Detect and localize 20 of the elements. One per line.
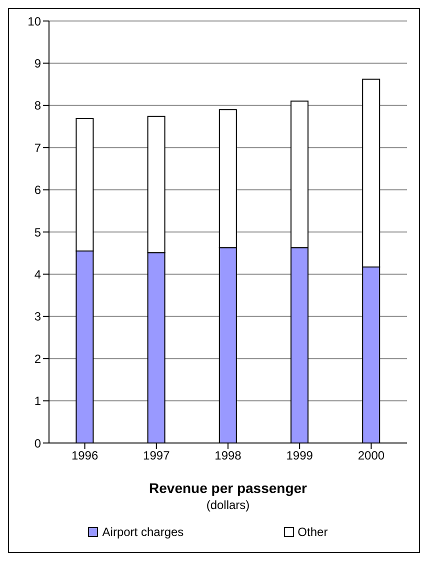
y-tick-label: 1 bbox=[34, 394, 42, 408]
x-tick-label: 1999 bbox=[286, 448, 314, 463]
text: (dollars) bbox=[206, 498, 250, 512]
y-tick-label: 8 bbox=[34, 98, 42, 113]
y-tick-label: 10 bbox=[28, 14, 42, 28]
x-tick-label: 1996 bbox=[71, 448, 98, 463]
x-tick-label: 1998 bbox=[214, 448, 242, 463]
y-tick-label: 5 bbox=[34, 225, 42, 240]
x-tick-label: 2000 bbox=[358, 448, 385, 463]
text: Revenue per passenger bbox=[149, 480, 308, 496]
y-tick-label: 6 bbox=[34, 183, 42, 198]
legend-label: Other bbox=[298, 525, 328, 539]
y-tick-label: 2 bbox=[34, 352, 42, 366]
legend-label: Airport charges bbox=[102, 525, 184, 539]
y-tick-label: 4 bbox=[34, 267, 42, 282]
x-tick-label: 1997 bbox=[143, 448, 170, 463]
y-tick-label: 0 bbox=[34, 436, 42, 450]
y-tick-label: 3 bbox=[34, 310, 42, 324]
y-tick-label: 9 bbox=[34, 56, 42, 70]
y-tick-label: 7 bbox=[34, 140, 42, 155]
